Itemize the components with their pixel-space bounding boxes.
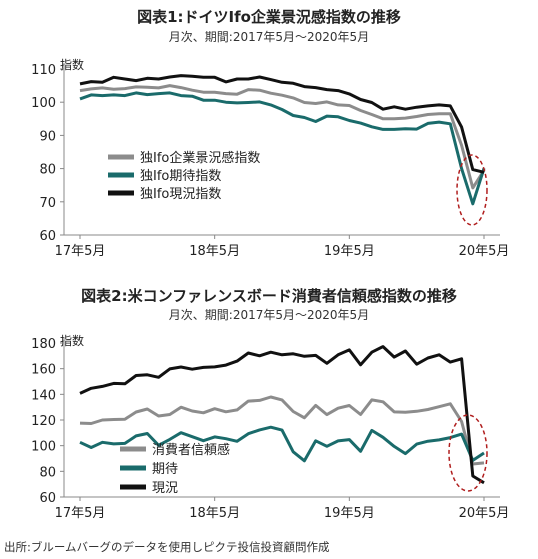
y-tick-label: 140: [31, 388, 56, 403]
x-tick-label: 17年5月: [55, 506, 106, 521]
y-tick-label: 160: [31, 363, 56, 378]
y-tick-label: 80: [39, 163, 56, 178]
y-axis-label: 指数: [60, 57, 84, 72]
y-tick-label: 120: [31, 414, 56, 429]
x-tick-label: 18年5月: [189, 506, 240, 521]
y-tick-label: 60: [39, 229, 56, 244]
x-tick-label: 20年5月: [459, 506, 510, 521]
series-line-1: [79, 395, 485, 466]
source-note: 出所:ブルームバーグのデータを使用しピクテ投信投資顧問作成: [4, 540, 330, 554]
legend-label-3: 現況: [152, 481, 178, 496]
legend-label-2: 期待: [152, 462, 178, 477]
conference-board-chart: 指数 60 80 100 120 140 160 180 17年5月 18年5月 19年5月 20年5…: [31, 333, 510, 521]
x-tick-label: 18年5月: [189, 244, 240, 259]
y-tick-label: 80: [39, 465, 56, 480]
y-tick-label: 100: [31, 440, 56, 455]
figure1-subtitle: 月次、期間:2017年5月～2020年5月: [168, 30, 370, 44]
figure1-title: 図表1:ドイツIfo企業景況感指数の推移: [137, 8, 401, 26]
series-line-3: [79, 345, 485, 485]
y-tick-label: 60: [39, 491, 56, 506]
figure2-title: 図表2:米コンファレンスボード消費者信頼感指数の推移: [81, 287, 457, 305]
y-tick-label: 70: [39, 196, 56, 211]
series-line-2: [79, 425, 485, 463]
y-tick-label: 110: [31, 63, 56, 78]
x-tick-label: 17年5月: [55, 244, 106, 259]
legend-label-1: 独Ifo企業景況感指数: [140, 150, 260, 166]
legend-label-2: 独Ifo期待指数: [140, 169, 221, 184]
series-line-3: [79, 74, 485, 174]
x-tick-label: 19年5月: [324, 506, 375, 521]
y-tick-label: 100: [31, 96, 56, 111]
figure2-subtitle: 月次、期間:2017年5月～2020年5月: [168, 308, 370, 322]
y-tick-label: 180: [31, 337, 56, 352]
y-axis-label: 指数: [60, 333, 84, 348]
x-tick-label: 20年5月: [459, 244, 510, 259]
series-line-2: [79, 91, 486, 206]
highlight-ellipse: [456, 154, 488, 226]
legend-label-3: 独Ifo現況指数: [140, 187, 221, 202]
ifo-chart: 指数 60 70 80 90 100 110 17年5月 18年5月 19年5月 20年5月 独Ifo…: [31, 57, 510, 259]
highlight-ellipse: [448, 414, 488, 492]
legend-label-1: 消費者信頼感: [152, 442, 230, 458]
y-tick-label: 90: [39, 129, 56, 144]
x-tick-label: 19年5月: [324, 244, 375, 259]
series-line-1: [79, 84, 486, 190]
